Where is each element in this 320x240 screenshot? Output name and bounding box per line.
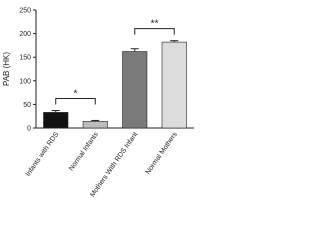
significance-bracket [134,28,175,35]
bar [122,51,148,129]
y-axis-label: PAB (HK) [2,52,11,86]
x-tick-label: Normal Mothers [145,131,180,176]
x-tick-label: Normal Infants [68,131,100,173]
y-tick-label: 0 [27,126,31,133]
y-tick-label: 200 [19,31,31,38]
significance-label: * [74,89,78,100]
y-tick-label: 250 [19,8,31,15]
y-tick-label: 50 [23,102,31,109]
chart: PAB (HK) 0 50 100 150 200 250 Infants with RDS… [2,8,194,199]
x-tick-label: Mothers With RDS Infant [89,131,139,198]
y-tick-label: 100 [19,78,31,85]
y-tick-label: 150 [19,55,31,62]
bar [82,121,108,129]
significance-bracket [55,98,96,105]
significance-label: ** [151,19,159,30]
bar [161,41,187,129]
bar [43,112,69,129]
x-tick-label: Infants with RDS [25,131,61,178]
